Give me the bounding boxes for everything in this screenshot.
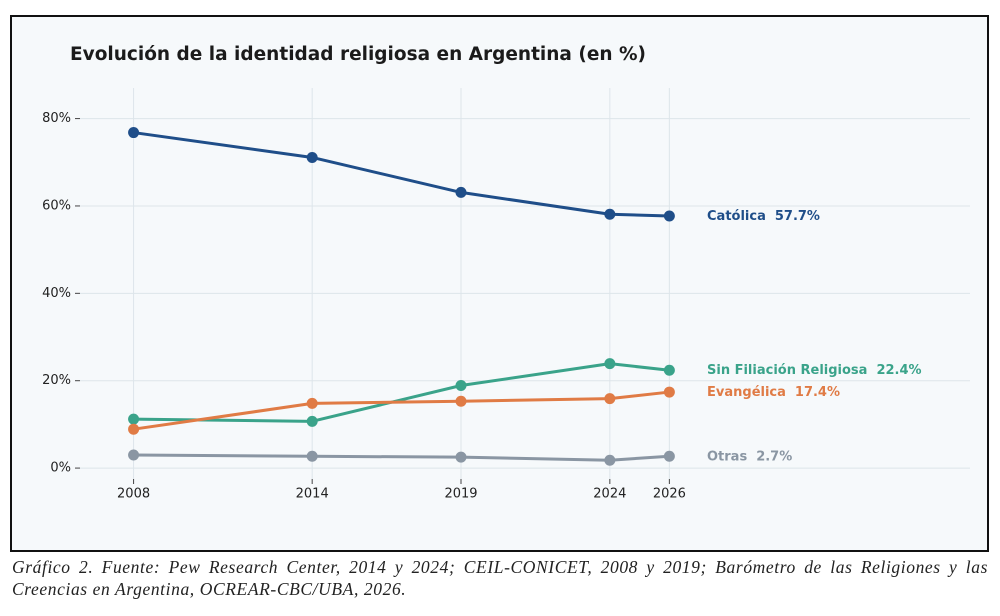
data-point [663,450,675,462]
chart-frame [10,15,989,552]
data-point [306,397,318,409]
data-point [128,413,140,425]
caption: Gráfico 2. Fuente: Pew Research Center, … [12,557,988,599]
chart-title: Evolución de la identidad religiosa en A… [70,44,646,65]
data-point [663,210,675,222]
end-label: Católica 57.7% [707,209,820,224]
data-point [663,386,675,398]
y-tick-label: 80% [42,111,71,126]
data-point [604,454,616,466]
x-tick-label: 2014 [296,487,329,502]
data-point [455,395,467,407]
data-point [306,450,318,462]
data-point [604,393,616,405]
data-point [604,358,616,370]
value-label: 22.4% [876,363,921,378]
value-label: 17.4% [795,385,840,400]
value-label: 57.7% [775,209,820,224]
data-point [604,208,616,220]
value-label: 2.7% [756,449,792,464]
data-point [128,127,140,139]
series-name: Sin Filiación Religiosa [707,363,867,378]
y-tick-label: 60% [42,198,71,213]
x-tick-label: 2019 [444,487,477,502]
series-name: Otras [707,449,747,464]
series-name: Evangélica [707,385,786,400]
data-point [663,364,675,376]
data-point [306,415,318,427]
end-label: Sin Filiación Religiosa 22.4% [707,363,922,378]
data-point [455,186,467,198]
data-point [306,151,318,163]
y-tick-label: 40% [42,286,71,301]
end-label: Evangélica 17.4% [707,385,840,400]
series-name: Católica [707,209,766,224]
chart: Evolución de la identidad religiosa en A… [10,15,989,552]
x-tick-label: 2026 [653,487,686,502]
data-point [455,380,467,392]
x-tick-label: 2008 [117,487,150,502]
x-tick-label: 2024 [593,487,626,502]
data-point [128,423,140,435]
data-point [128,449,140,461]
y-tick-label: 0% [50,461,71,476]
data-point [455,451,467,463]
y-tick-label: 20% [42,373,71,388]
end-label: Otras 2.7% [707,449,792,464]
